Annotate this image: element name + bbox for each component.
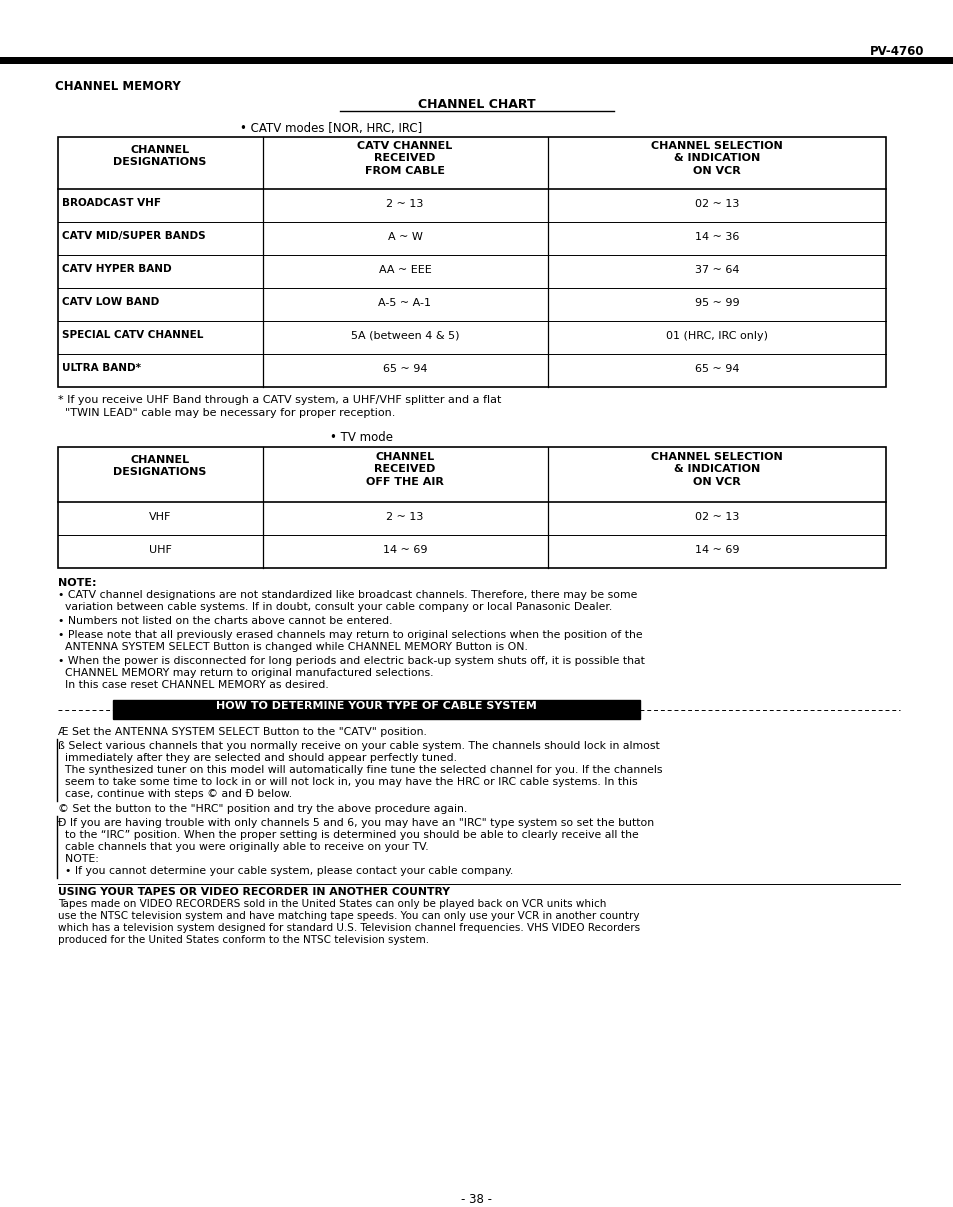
Text: NOTE:: NOTE:	[58, 578, 96, 588]
Text: CHANNEL
RECEIVED
OFF THE AIR: CHANNEL RECEIVED OFF THE AIR	[366, 451, 443, 486]
Text: ANTENNA SYSTEM SELECT Button is changed while CHANNEL MEMORY Button is ON.: ANTENNA SYSTEM SELECT Button is changed …	[58, 642, 527, 652]
Text: CHANNEL CHART: CHANNEL CHART	[417, 98, 536, 111]
Text: produced for the United States conform to the NTSC television system.: produced for the United States conform t…	[58, 935, 429, 945]
Bar	[112, 700, 639, 719]
Text: CHANNEL
DESIGNATIONS: CHANNEL DESIGNATIONS	[113, 145, 207, 168]
Text: • CATV modes [NOR, HRC, IRC]: • CATV modes [NOR, HRC, IRC]	[240, 122, 422, 135]
Text: 65 ~ 94: 65 ~ 94	[694, 365, 739, 374]
Text: SPECIAL CATV CHANNEL: SPECIAL CATV CHANNEL	[62, 330, 203, 340]
Text: case, continue with steps © and Ð below.: case, continue with steps © and Ð below.	[58, 789, 292, 799]
Text: A ~ W: A ~ W	[387, 232, 422, 241]
Text: ß Select various channels that you normally receive on your cable system. The ch: ß Select various channels that you norma…	[58, 741, 659, 751]
Text: CHANNEL
DESIGNATIONS: CHANNEL DESIGNATIONS	[113, 455, 207, 478]
Text: "TWIN LEAD" cable may be necessary for proper reception.: "TWIN LEAD" cable may be necessary for p…	[58, 408, 395, 418]
Text: • CATV channel designations are not standardized like broadcast channels. Theref: • CATV channel designations are not stan…	[58, 590, 637, 600]
Text: cable channels that you were originally able to receive on your TV.: cable channels that you were originally …	[58, 842, 428, 852]
Text: CHANNEL MEMORY: CHANNEL MEMORY	[55, 80, 180, 93]
Text: Æ Set the ANTENNA SYSTEM SELECT Button to the "CATV" position.: Æ Set the ANTENNA SYSTEM SELECT Button t…	[58, 727, 426, 737]
Text: immediately after they are selected and should appear perfectly tuned.: immediately after they are selected and …	[58, 753, 456, 763]
Text: © Set the button to the "HRC" position and try the above procedure again.: © Set the button to the "HRC" position a…	[58, 804, 467, 814]
Bar	[0, 57, 953, 64]
Text: CATV CHANNEL
RECEIVED
FROM CABLE: CATV CHANNEL RECEIVED FROM CABLE	[357, 141, 452, 176]
Text: 14 ~ 69: 14 ~ 69	[382, 546, 427, 555]
Text: The synthesized tuner on this model will automatically fine tune the selected ch: The synthesized tuner on this model will…	[58, 765, 661, 775]
Text: • TV mode: • TV mode	[330, 431, 393, 444]
Text: PV-4760: PV-4760	[869, 45, 923, 58]
Text: 65 ~ 94: 65 ~ 94	[382, 365, 427, 374]
Text: 14 ~ 36: 14 ~ 36	[694, 232, 739, 241]
Text: use the NTSC television system and have matching tape speeds. You can only use y: use the NTSC television system and have …	[58, 911, 639, 921]
Text: 02 ~ 13: 02 ~ 13	[694, 199, 739, 209]
Text: * If you receive UHF Band through a CATV system, a UHF/VHF splitter and a flat: * If you receive UHF Band through a CATV…	[58, 395, 501, 406]
Text: seem to take some time to lock in or will not lock in, you may have the HRC or I: seem to take some time to lock in or wil…	[58, 777, 637, 787]
Text: Ð If you are having trouble with only channels 5 and 6, you may have an "IRC" ty: Ð If you are having trouble with only ch…	[58, 818, 654, 828]
Text: variation between cable systems. If in doubt, consult your cable company or loca: variation between cable systems. If in d…	[58, 602, 612, 612]
Text: • Numbers not listed on the charts above cannot be entered.: • Numbers not listed on the charts above…	[58, 616, 392, 626]
Text: • Please note that all previously erased channels may return to original selecti: • Please note that all previously erased…	[58, 630, 642, 640]
Text: 95 ~ 99: 95 ~ 99	[694, 298, 739, 308]
Text: NOTE:: NOTE:	[58, 855, 99, 864]
Text: 2 ~ 13: 2 ~ 13	[386, 199, 423, 209]
Text: BROADCAST VHF: BROADCAST VHF	[62, 198, 161, 208]
Text: CHANNEL SELECTION
& INDICATION
ON VCR: CHANNEL SELECTION & INDICATION ON VCR	[651, 451, 782, 486]
Text: • When the power is disconnected for long periods and electric back-up system sh: • When the power is disconnected for lon…	[58, 655, 644, 666]
Text: 01 (HRC, IRC only): 01 (HRC, IRC only)	[665, 331, 767, 342]
Text: to the “IRC” position. When the proper setting is determined you should be able : to the “IRC” position. When the proper s…	[58, 830, 639, 840]
Text: Tapes made on VIDEO RECORDERS sold in the United States can only be played back : Tapes made on VIDEO RECORDERS sold in th…	[58, 899, 606, 909]
Text: • If you cannot determine your cable system, please contact your cable company.: • If you cannot determine your cable sys…	[58, 865, 513, 876]
Text: 2 ~ 13: 2 ~ 13	[386, 512, 423, 521]
Text: CATV MID/SUPER BANDS: CATV MID/SUPER BANDS	[62, 231, 206, 241]
Text: USING YOUR TAPES OR VIDEO RECORDER IN ANOTHER COUNTRY: USING YOUR TAPES OR VIDEO RECORDER IN AN…	[58, 887, 450, 897]
Text: HOW TO DETERMINE YOUR TYPE OF CABLE SYSTEM: HOW TO DETERMINE YOUR TYPE OF CABLE SYST…	[215, 701, 536, 711]
Bar	[58, 138, 885, 387]
Text: CATV HYPER BAND: CATV HYPER BAND	[62, 264, 172, 274]
Text: UHF: UHF	[149, 546, 172, 555]
Text: ULTRA BAND*: ULTRA BAND*	[62, 363, 141, 373]
Text: - 38 -: - 38 -	[461, 1193, 492, 1206]
Text: 02 ~ 13: 02 ~ 13	[694, 512, 739, 521]
Text: CHANNEL MEMORY may return to original manufactured selections.: CHANNEL MEMORY may return to original ma…	[58, 667, 433, 678]
Text: In this case reset CHANNEL MEMORY as desired.: In this case reset CHANNEL MEMORY as des…	[58, 680, 329, 690]
Bar	[58, 447, 885, 568]
Text: CATV LOW BAND: CATV LOW BAND	[62, 297, 159, 307]
Text: 14 ~ 69: 14 ~ 69	[694, 546, 739, 555]
Text: which has a television system designed for standard U.S. Television channel freq: which has a television system designed f…	[58, 923, 639, 933]
Text: CHANNEL SELECTION
& INDICATION
ON VCR: CHANNEL SELECTION & INDICATION ON VCR	[651, 141, 782, 176]
Text: AA ~ EEE: AA ~ EEE	[378, 266, 431, 275]
Text: 5A (between 4 & 5): 5A (between 4 & 5)	[351, 331, 458, 342]
Text: 37 ~ 64: 37 ~ 64	[694, 266, 739, 275]
Text: VHF: VHF	[149, 512, 171, 521]
Text: A-5 ~ A-1: A-5 ~ A-1	[378, 298, 431, 308]
